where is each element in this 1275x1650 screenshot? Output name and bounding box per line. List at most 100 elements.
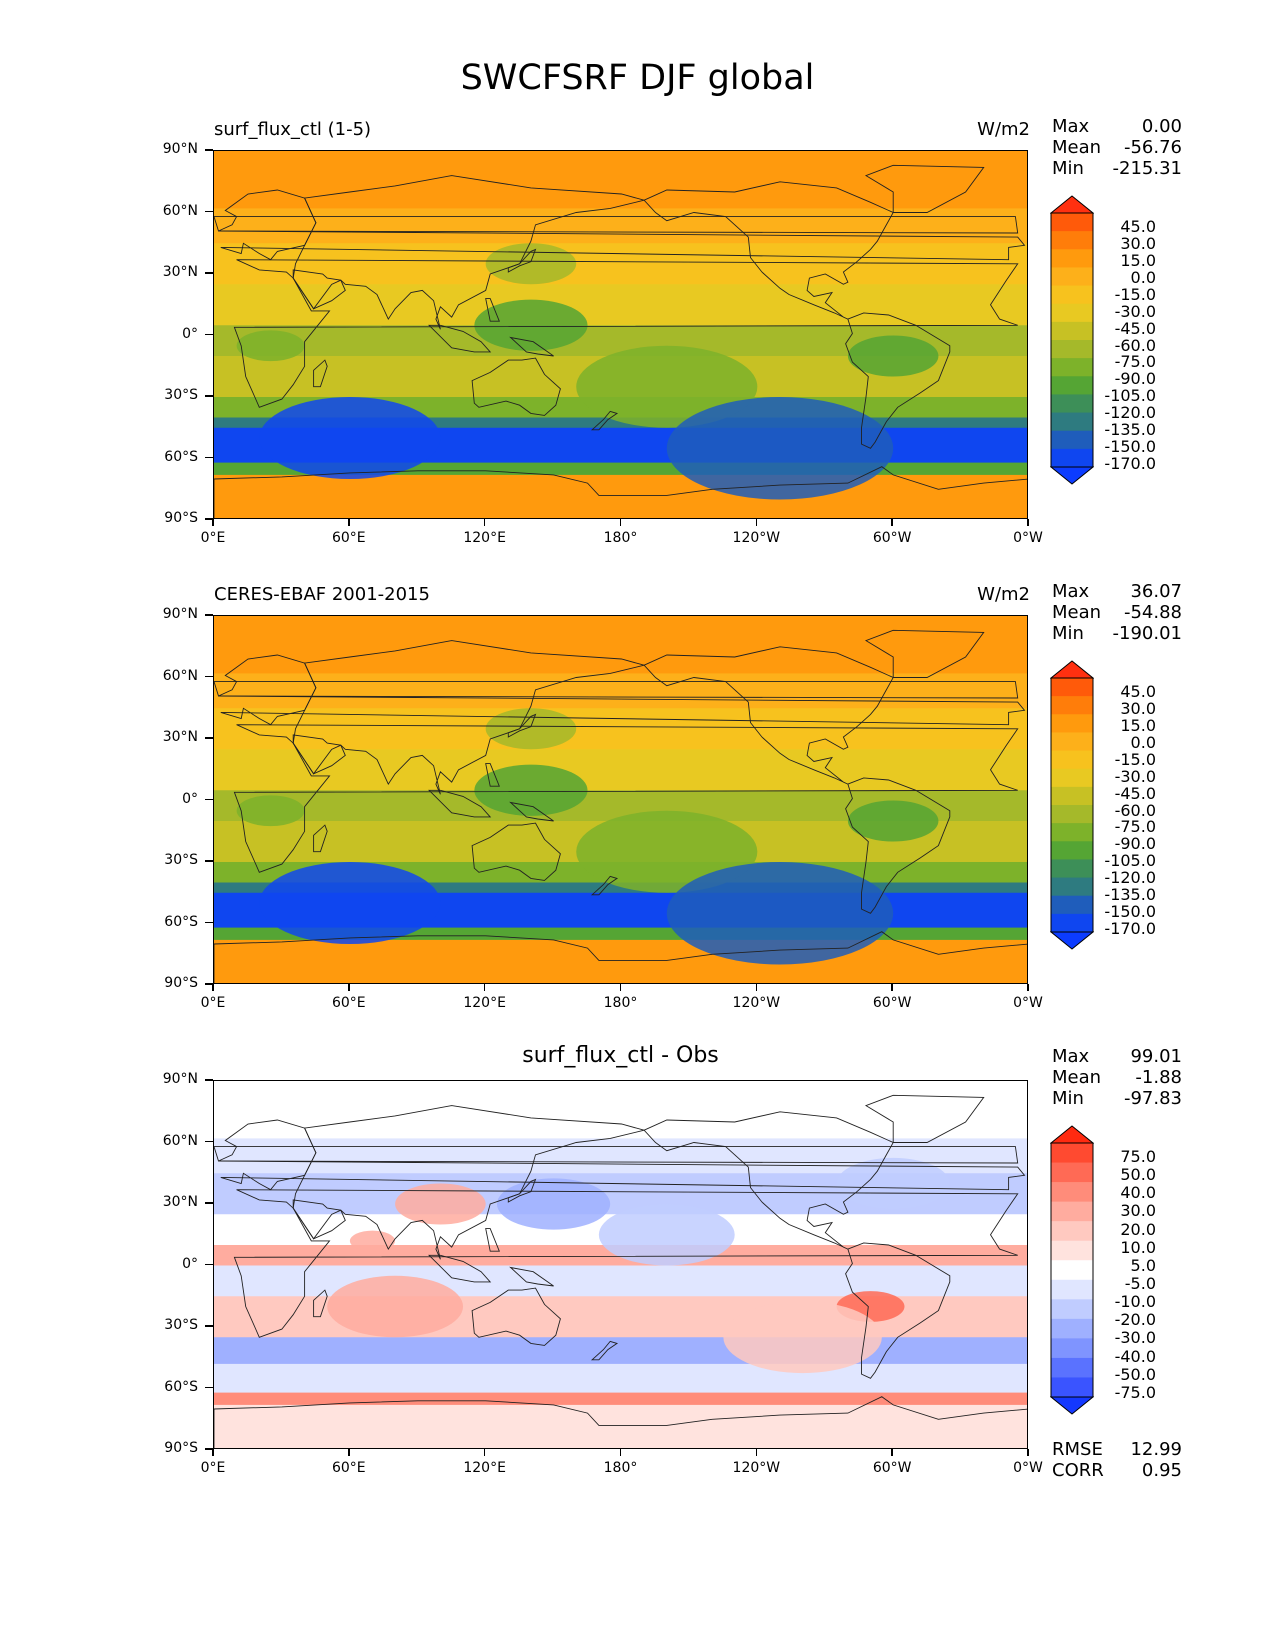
colorbar-label: -170.0 [1104,454,1156,474]
field-band [214,939,1027,983]
colorbar-label: -75.0 [1114,1382,1156,1402]
field-band [214,151,1027,209]
x-tick [891,984,893,991]
field-blob [666,397,894,500]
coastline-greenland [864,1094,985,1143]
stat-value: -190.01 [1112,623,1182,644]
field-blob [395,1183,486,1225]
field-blob [847,335,939,377]
coastline-sa [845,1242,951,1379]
coastline-madagascar [313,824,328,853]
colorbar-segment [1051,1221,1093,1242]
coastline-ng [509,801,554,822]
colorbar-segment [1051,1143,1093,1164]
colorbar-label: -30.0 [1114,301,1156,321]
coastline-nz [590,1340,619,1361]
coastline-greenland [864,629,985,678]
x-tick [619,984,622,991]
field-band [214,243,1027,285]
colorbar-segment [1051,249,1093,268]
colorbar-segment [1051,1318,1093,1339]
x-tick [483,519,486,526]
colorbar-segment [1051,750,1093,770]
x-tick-label: 180° [603,995,638,1011]
colorbar-segment [1051,394,1093,414]
colorbar-label: 40.0 [1120,1183,1156,1203]
field-blob [496,1178,611,1230]
colorbar-segment [1051,913,1093,933]
x-tick [755,519,758,526]
colorbar-label: -120.0 [1104,868,1156,888]
field-blob [474,299,588,351]
stat-row: Max 36.07 [1052,581,1182,602]
colorbar-label: -60.0 [1114,335,1156,355]
stat-row: Max 0.00 [1052,116,1182,137]
x-tick-label: 0°W [1013,1460,1043,1476]
colorbar-segment [1051,768,1093,788]
x-tick [755,1449,758,1456]
x-tick-label: 120°E [463,530,506,546]
colorbar-label: -150.0 [1104,437,1156,457]
colorbar-segment [1051,1201,1093,1222]
field-blob [236,330,305,362]
stat-value: -54.88 [1123,602,1182,623]
colorbar-label: 30.0 [1120,233,1156,253]
footer-value: 12.99 [1130,1439,1182,1460]
colorbar-label: -50.0 [1114,1364,1156,1384]
stat-row: Mean -56.76 [1052,137,1182,158]
coastline-europe [218,189,1026,261]
field-blob [474,764,588,816]
footer-value: 0.95 [1141,1460,1182,1481]
x-tick-label: 120°W [732,995,781,1011]
colorbar-label: -15.0 [1114,749,1156,769]
x-tick [212,519,214,526]
colorbar-label: -60.0 [1114,800,1156,820]
stat-value: -97.83 [1123,1088,1182,1109]
stat-label: Max [1052,116,1090,137]
y-tick-label: 30°S [164,852,198,868]
y-tick [205,798,213,801]
colorbar-label: -30.0 [1114,766,1156,786]
colorbar-label: -150.0 [1104,902,1156,922]
x-tick [891,519,893,526]
y-tick [205,614,213,616]
field-blob [485,708,577,750]
coastline-madagascar [313,1289,328,1318]
colorbar-label: 75.0 [1120,1147,1156,1166]
field-band [214,1363,1027,1394]
colorbar-label: -45.0 [1114,318,1156,338]
stat-label: Min [1052,158,1084,179]
colorbar-segment [1051,714,1093,733]
x-tick-label: 180° [603,530,638,546]
colorbar-extend-top [1049,660,1095,679]
y-tick-label: 0° [182,1255,198,1272]
stats-block: Max 99.01 Mean -1.88 Min -97.83 [1052,1046,1182,1109]
colorbar-label: -75.0 [1114,352,1156,372]
stats-block: Max 0.00 Mean -56.76 Min -215.31 [1052,116,1182,179]
field-band [214,1404,1027,1448]
y-tick [205,149,213,151]
y-tick-label: 0° [182,790,198,807]
colorbar-label: -90.0 [1114,834,1156,854]
colorbar-extend-bottom [1049,466,1095,485]
stat-row: Max 99.01 [1052,1046,1182,1067]
y-tick [205,1140,213,1143]
x-tick-label: 60°W [872,530,912,546]
coastline-japan [507,248,537,273]
colorbar-label: -75.0 [1114,817,1156,837]
stat-label: Min [1052,1088,1084,1109]
field-band [214,1337,1027,1365]
y-tick-label: 90°N [162,606,198,622]
coastline-philippines [485,763,500,787]
coastline-indonesia [428,324,492,353]
stat-value: 36.07 [1130,581,1182,602]
x-tick-label: 180° [603,1460,638,1476]
field-band [214,673,1027,709]
x-tick-label: 0°W [1013,995,1043,1011]
colorbar-segment [1051,1260,1093,1281]
colorbar-label: -20.0 [1114,1310,1156,1330]
field-blob [666,862,894,965]
colorbar-label: -40.0 [1114,1346,1156,1366]
stat-label: Min [1052,623,1084,644]
colorbar-label: -105.0 [1104,851,1156,871]
